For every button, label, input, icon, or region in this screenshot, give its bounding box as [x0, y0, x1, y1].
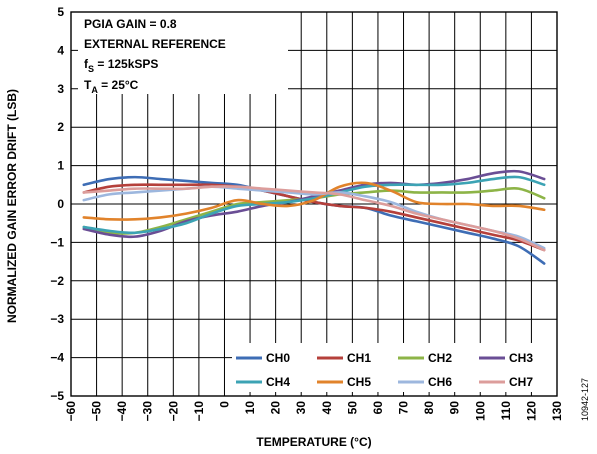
- x-tick-label-8: 20: [269, 401, 283, 415]
- figure-id: 10942-127: [580, 378, 590, 421]
- y-tick-label-10: 5: [57, 5, 64, 19]
- x-tick-label-19: 130: [550, 401, 564, 421]
- x-tick-label-4: −20: [166, 401, 180, 422]
- y-tick-label-3: −2: [50, 274, 64, 288]
- legend-label-ch3: CH3: [509, 351, 533, 365]
- x-tick-label-17: 110: [499, 401, 513, 421]
- x-tick-label-12: 60: [371, 401, 385, 415]
- y-tick-label-1: −4: [50, 351, 64, 365]
- legend-label-ch0: CH0: [266, 351, 290, 365]
- x-tick-labels: −60 −50 −40 −30 −20 −10 0 10 20 30 40 50 60 70 80 90 100…: [64, 401, 564, 422]
- annotation-reference: EXTERNAL REFERENCE: [84, 37, 226, 51]
- x-tick-label-15: 90: [448, 401, 462, 415]
- x-tick-label-13: 70: [397, 401, 411, 415]
- x-axis-title: TEMPERATURE (°C): [256, 435, 371, 449]
- y-tick-labels: −5 −4 −3 −2 −1 0 1 2 3 4 5: [50, 5, 64, 403]
- annotation-gain: PGIA GAIN = 0.8: [84, 17, 177, 31]
- y-tick-label-6: 1: [57, 159, 64, 173]
- y-tick-label-8: 3: [57, 82, 64, 96]
- y-axis-title: NORMALIZED GAIN ERROR DRIFT (LSB): [5, 89, 19, 323]
- x-tick-label-10: 40: [320, 401, 334, 415]
- annotation-ambient-value: = 25°C: [98, 78, 139, 92]
- legend-label-ch6: CH6: [428, 375, 452, 389]
- x-tick-label-0: −60: [64, 401, 78, 422]
- x-tick-label-7: 10: [243, 401, 257, 415]
- x-tick-label-9: 30: [294, 401, 308, 415]
- y-tick-label-7: 2: [57, 120, 64, 134]
- legend-label-ch2: CH2: [428, 351, 452, 365]
- legend-label-ch7: CH7: [509, 375, 533, 389]
- annotation-box: PGIA GAIN = 0.8 EXTERNAL REFERENCE fS = …: [78, 8, 288, 95]
- legend: CH0 CH1 CH2 CH3 CH4 CH5 CH6 CH7: [232, 343, 557, 392]
- y-tick-label-5: 0: [57, 197, 64, 211]
- annotation-sample-rate-value: = 125kSPS: [94, 57, 158, 71]
- legend-label-ch4: CH4: [266, 375, 290, 389]
- x-tick-label-6: 0: [217, 401, 231, 408]
- y-tick-label-9: 4: [57, 43, 64, 57]
- x-tick-label-16: 100: [473, 401, 487, 421]
- x-tick-label-3: −30: [141, 401, 155, 422]
- y-tick-label-4: −1: [50, 235, 64, 249]
- y-tick-label-0: −5: [50, 389, 64, 403]
- x-tick-label-14: 80: [422, 401, 436, 415]
- x-tick-label-5: −10: [192, 401, 206, 422]
- legend-label-ch1: CH1: [347, 351, 371, 365]
- series-lines: [84, 171, 544, 263]
- y-tick-label-2: −3: [50, 312, 64, 326]
- x-tick-label-11: 50: [345, 401, 359, 415]
- x-tick-label-2: −40: [115, 401, 129, 422]
- legend-label-ch5: CH5: [347, 375, 371, 389]
- x-tick-label-18: 120: [524, 401, 538, 421]
- x-tick-label-1: −50: [90, 401, 104, 422]
